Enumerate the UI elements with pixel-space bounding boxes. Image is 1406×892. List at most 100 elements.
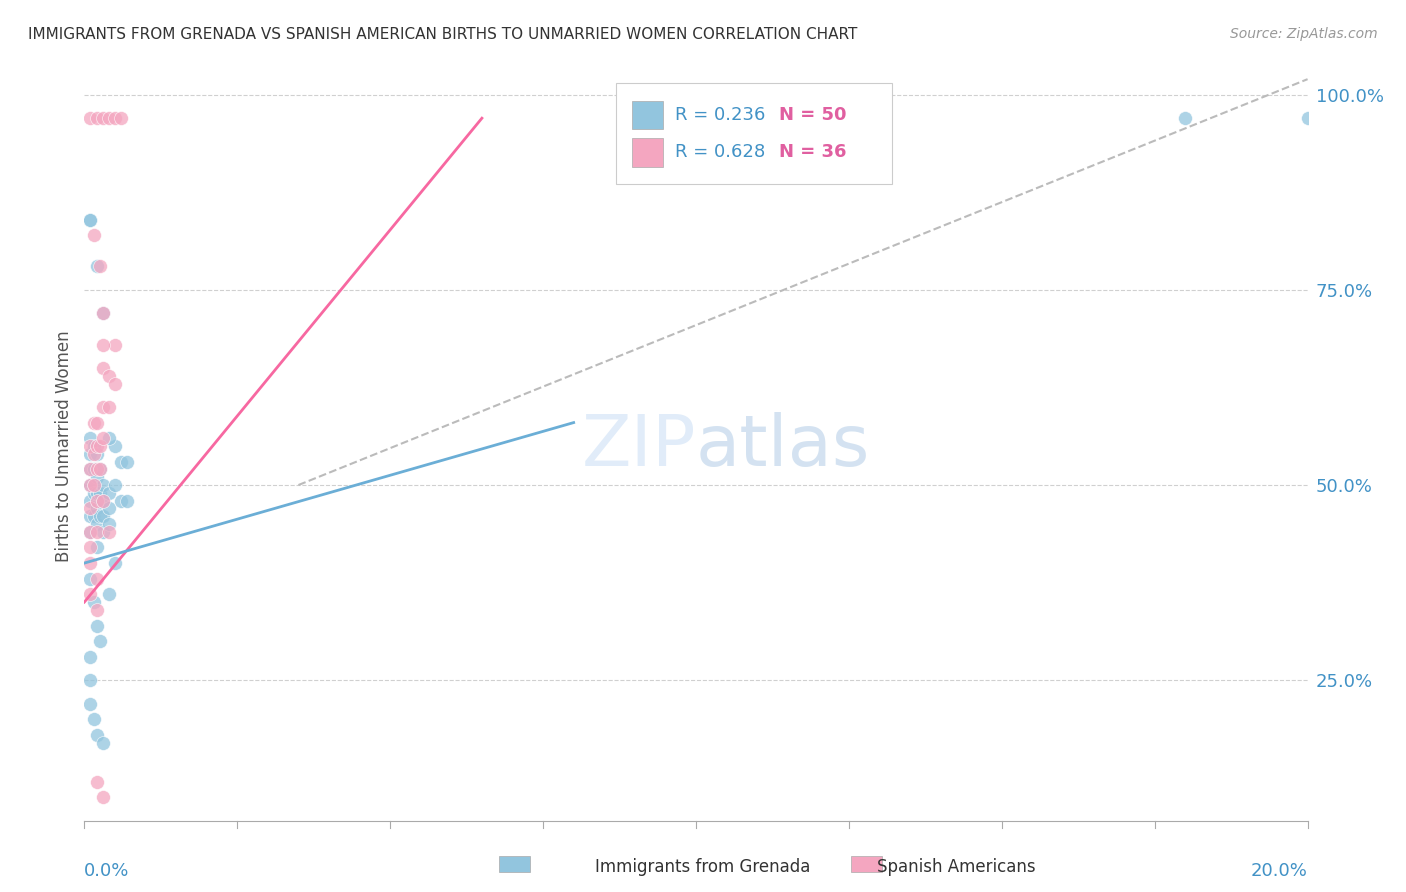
Point xyxy=(91,509,114,524)
Point xyxy=(79,478,101,492)
Point xyxy=(79,212,101,227)
Point xyxy=(83,478,105,492)
Point xyxy=(97,524,120,539)
Point xyxy=(89,462,111,476)
Point xyxy=(79,541,101,555)
Point xyxy=(110,455,132,469)
Point xyxy=(86,470,108,484)
Point xyxy=(79,493,101,508)
Point xyxy=(83,228,105,243)
Text: R = 0.628: R = 0.628 xyxy=(675,144,765,161)
Point xyxy=(79,524,101,539)
Text: 20.0%: 20.0% xyxy=(1251,862,1308,880)
Point xyxy=(89,462,111,476)
Point xyxy=(83,447,105,461)
Point xyxy=(91,112,114,126)
Point xyxy=(89,439,111,453)
Bar xyxy=(851,856,882,872)
Point xyxy=(97,368,120,383)
Text: N = 36: N = 36 xyxy=(779,144,846,161)
Point xyxy=(86,493,108,508)
Point xyxy=(97,501,120,516)
Text: R = 0.236: R = 0.236 xyxy=(675,106,765,124)
Point xyxy=(86,572,108,586)
Point xyxy=(91,790,114,805)
Point xyxy=(91,735,114,749)
Point xyxy=(104,376,127,391)
Point xyxy=(97,517,120,532)
Point xyxy=(86,517,108,532)
Text: N = 50: N = 50 xyxy=(779,106,846,124)
Point xyxy=(1296,112,1319,126)
Point xyxy=(104,478,127,492)
Point xyxy=(91,478,114,492)
Point xyxy=(83,439,105,453)
Point xyxy=(86,447,108,461)
Point xyxy=(79,462,101,476)
Point xyxy=(79,649,101,664)
Point xyxy=(1174,112,1197,126)
Point xyxy=(97,587,120,601)
Point xyxy=(86,462,108,476)
Point xyxy=(79,431,101,445)
Text: IMMIGRANTS FROM GRENADA VS SPANISH AMERICAN BIRTHS TO UNMARRIED WOMEN CORRELATIO: IMMIGRANTS FROM GRENADA VS SPANISH AMERI… xyxy=(28,27,858,42)
Point xyxy=(91,306,114,320)
Text: Spanish Americans: Spanish Americans xyxy=(877,858,1035,876)
Point xyxy=(86,439,108,453)
Point xyxy=(104,112,127,126)
Point xyxy=(83,462,105,476)
Point xyxy=(79,447,101,461)
Point xyxy=(110,493,132,508)
Point xyxy=(79,697,101,711)
Text: Source: ZipAtlas.com: Source: ZipAtlas.com xyxy=(1230,27,1378,41)
Point xyxy=(79,587,101,601)
Point xyxy=(79,556,101,570)
Point xyxy=(91,493,114,508)
Bar xyxy=(633,138,664,167)
Point xyxy=(91,337,114,351)
Point xyxy=(91,361,114,376)
Point xyxy=(115,455,138,469)
Point xyxy=(86,485,108,500)
Point xyxy=(89,634,111,648)
Point xyxy=(89,260,111,274)
Point xyxy=(79,212,101,227)
Point xyxy=(110,112,132,126)
Point xyxy=(86,112,108,126)
Point xyxy=(83,416,105,430)
Text: ZIP: ZIP xyxy=(582,411,696,481)
Point xyxy=(91,306,114,320)
Point xyxy=(86,618,108,632)
Point xyxy=(79,572,101,586)
Point xyxy=(79,112,101,126)
Point xyxy=(79,462,101,476)
Point xyxy=(79,478,101,492)
Y-axis label: Births to Unmarried Women: Births to Unmarried Women xyxy=(55,330,73,562)
Point xyxy=(79,501,101,516)
Point xyxy=(83,712,105,726)
Text: Immigrants from Grenada: Immigrants from Grenada xyxy=(595,858,811,876)
Point xyxy=(86,524,108,539)
Point xyxy=(83,485,105,500)
Point xyxy=(83,509,105,524)
Point xyxy=(104,439,127,453)
Point xyxy=(91,400,114,414)
Point xyxy=(91,493,114,508)
Text: 0.0%: 0.0% xyxy=(84,862,129,880)
Point xyxy=(89,485,111,500)
Point xyxy=(97,112,120,126)
Point xyxy=(91,431,114,445)
Point xyxy=(86,728,108,742)
Point xyxy=(83,595,105,609)
Text: atlas: atlas xyxy=(696,411,870,481)
Point xyxy=(91,524,114,539)
Point xyxy=(104,556,127,570)
Bar xyxy=(499,856,530,872)
Point xyxy=(79,524,101,539)
FancyBboxPatch shape xyxy=(616,83,891,184)
Point xyxy=(86,541,108,555)
Point xyxy=(86,774,108,789)
Point xyxy=(86,416,108,430)
Point xyxy=(79,673,101,688)
Point xyxy=(115,493,138,508)
